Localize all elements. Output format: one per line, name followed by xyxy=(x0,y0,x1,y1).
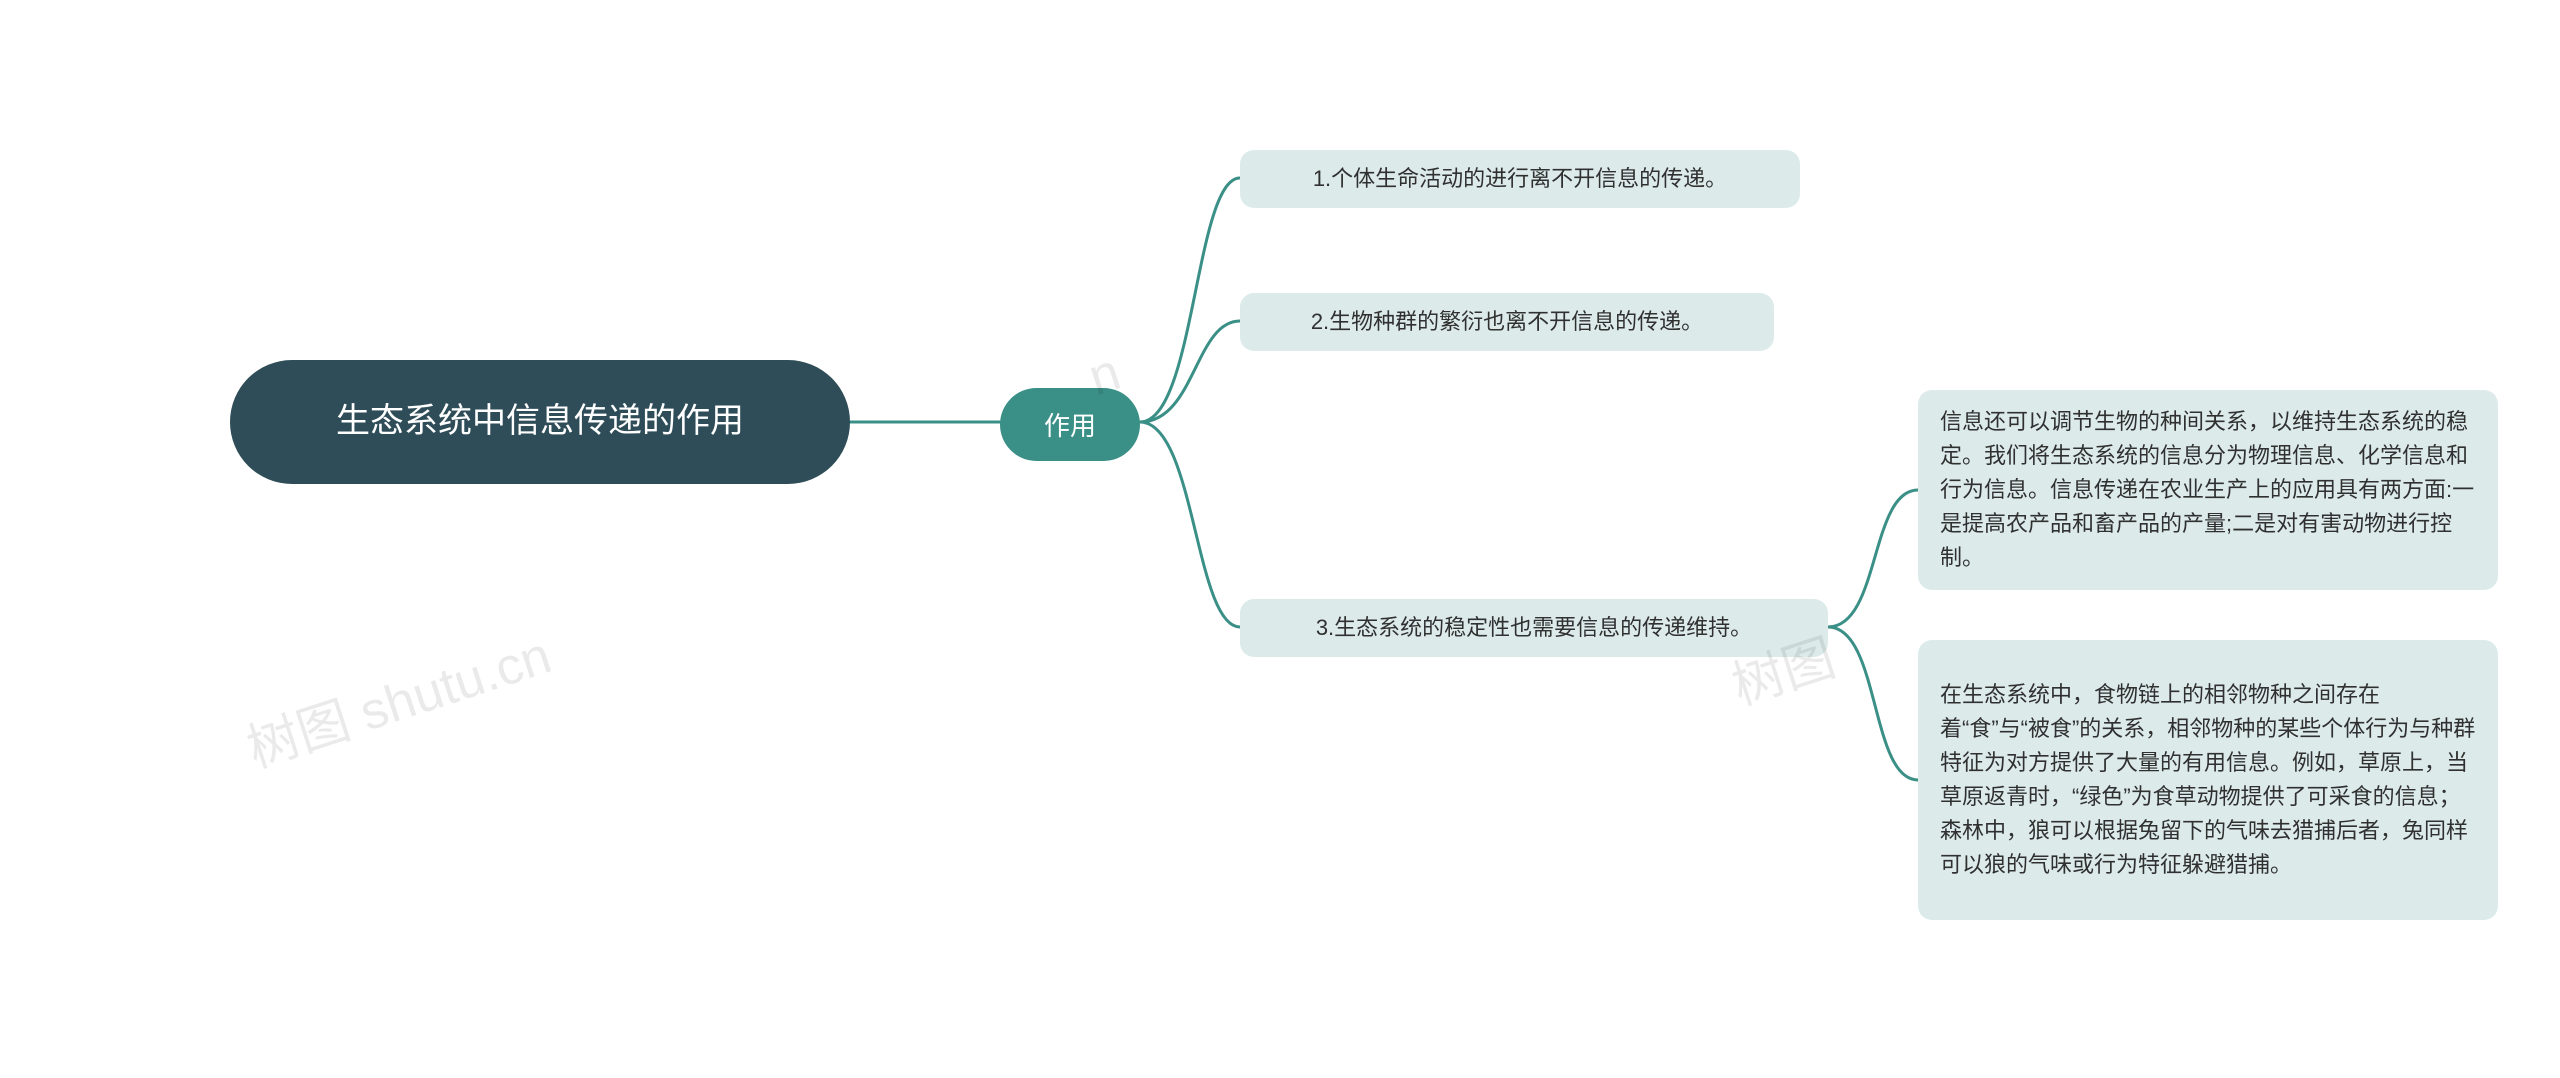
leaf-node-1: 1.个体生命活动的进行离不开信息的传递。 xyxy=(1240,150,1800,208)
leaf-node-3: 3.生态系统的稳定性也需要信息的传递维持。 xyxy=(1240,599,1828,657)
root-label: 生态系统中信息传递的作用 xyxy=(336,397,744,446)
connector xyxy=(1140,321,1240,422)
mindmap-canvas: 生态系统中信息传递的作用 作用 1.个体生命活动的进行离不开信息的传递。 2.生… xyxy=(0,0,2560,1078)
connector xyxy=(1828,490,1918,627)
sub-label: 作用 xyxy=(1044,406,1096,443)
root-node: 生态系统中信息传递的作用 xyxy=(230,360,850,484)
detail-1-text: 信息还可以调节生物的种间关系，以维持生态系统的稳定。我们将生态系统的信息分为物理… xyxy=(1940,405,2476,575)
detail-2-text: 在生态系统中，食物链上的相邻物种之间存在着“食”与“被食”的关系，相邻物种的某些… xyxy=(1940,678,2476,883)
leaf-node-2: 2.生物种群的繁衍也离不开信息的传递。 xyxy=(1240,293,1774,351)
leaf-1-label: 1.个体生命活动的进行离不开信息的传递。 xyxy=(1313,162,1727,196)
leaf-3-label: 3.生态系统的稳定性也需要信息的传递维持。 xyxy=(1316,611,1752,645)
connector xyxy=(1828,627,1918,780)
sub-node: 作用 xyxy=(1000,388,1140,461)
detail-node-1: 信息还可以调节生物的种间关系，以维持生态系统的稳定。我们将生态系统的信息分为物理… xyxy=(1918,390,2498,590)
detail-node-2: 在生态系统中，食物链上的相邻物种之间存在着“食”与“被食”的关系，相邻物种的某些… xyxy=(1918,640,2498,920)
connector xyxy=(1140,422,1240,627)
leaf-2-label: 2.生物种群的繁衍也离不开信息的传递。 xyxy=(1311,305,1703,339)
watermark: 树图 shutu.cn xyxy=(236,613,559,782)
connector xyxy=(1140,178,1240,422)
